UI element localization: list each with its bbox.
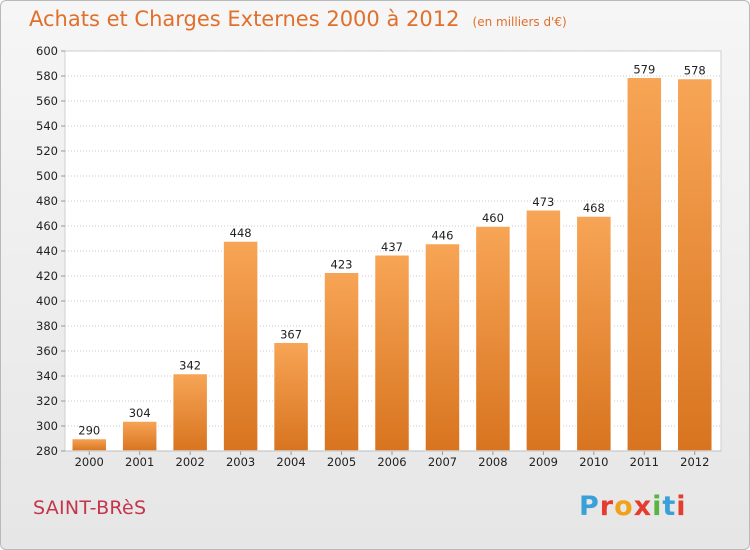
bar-2002 [171, 372, 209, 452]
x-tick-label: 2002 [176, 455, 205, 469]
logo-letter: t [662, 491, 677, 522]
data-label: 304 [129, 406, 151, 420]
commune-name: SAINT-BRèS [33, 497, 147, 519]
bar-2012 [676, 77, 714, 452]
proxiti-logo[interactable]: Proxiti [579, 491, 687, 522]
x-tick-label: 2000 [75, 455, 104, 469]
chart-unit: (en milliers d'€) [472, 15, 567, 29]
data-label: 423 [331, 257, 353, 271]
x-tick-label: 2011 [630, 455, 659, 469]
bar-2001 [121, 420, 158, 452]
bars [70, 76, 714, 452]
data-label: 446 [431, 229, 453, 243]
y-tick-label: 320 [36, 394, 58, 408]
x-tick-label: 2008 [478, 455, 507, 469]
y-axis-ticks: 280 300 320 340 360 380 400 420 440 460 480 500 520 5… [36, 44, 65, 458]
y-tick-label: 540 [36, 119, 58, 133]
data-label: 579 [633, 62, 655, 76]
y-tick-label: 560 [36, 94, 58, 108]
chart-title: Achats et Charges Externes 2000 à 2012 [29, 7, 460, 31]
y-tick-label: 460 [36, 219, 58, 233]
bar-2000 [70, 437, 108, 452]
y-tick-label: 500 [36, 169, 58, 183]
x-tick-label: 2009 [529, 455, 558, 469]
x-tick-label: 2012 [680, 455, 709, 469]
data-label: 437 [381, 240, 403, 254]
logo-letter: o [614, 491, 634, 522]
data-label: 468 [583, 201, 605, 215]
y-tick-label: 360 [36, 344, 58, 358]
x-tick-label: 2006 [377, 455, 406, 469]
data-label: 367 [280, 327, 302, 341]
y-tick-label: 580 [36, 69, 58, 83]
bar-2005 [323, 271, 360, 452]
logo-letter: i [676, 491, 687, 522]
x-tick-label: 2007 [428, 455, 457, 469]
x-tick-label: 2010 [579, 455, 608, 469]
logo-letter: P [579, 491, 600, 522]
x-tick-label: 2004 [276, 455, 305, 469]
y-tick-label: 440 [36, 244, 58, 258]
bar-2007 [424, 242, 461, 452]
data-label: 342 [179, 359, 201, 373]
data-label: 578 [684, 64, 706, 78]
bar-2009 [525, 209, 562, 452]
y-tick-label: 480 [36, 194, 58, 208]
title-row: Achats et Charges Externes 2000 à 2012 (… [29, 7, 567, 31]
logo-letter: r [599, 491, 615, 522]
y-tick-label: 280 [36, 444, 58, 458]
logo-letter: x [633, 491, 653, 522]
data-labels: 290 304 342 448 367 423 437 446 460 473 468 579 578 [78, 62, 705, 437]
bar-2010 [575, 215, 613, 452]
x-axis-ticks: 2000 2001 2002 2003 2004 2005 2006 2007 2008 2009… [75, 451, 709, 469]
bar-2004 [272, 341, 310, 452]
x-tick-label: 2003 [226, 455, 255, 469]
y-tick-label: 380 [36, 319, 58, 333]
y-tick-label: 420 [36, 269, 58, 283]
data-label: 448 [230, 226, 252, 240]
bar-2006 [373, 254, 411, 452]
y-tick-label: 400 [36, 294, 58, 308]
data-label: 460 [482, 211, 504, 225]
y-tick-label: 300 [36, 419, 58, 433]
bar-2008 [474, 225, 512, 452]
x-tick-label: 2005 [327, 455, 356, 469]
bar-2011 [626, 76, 663, 452]
y-tick-label: 340 [36, 369, 58, 383]
data-label: 290 [78, 424, 100, 438]
y-tick-label: 520 [36, 144, 58, 158]
logo-letter: i [652, 491, 663, 522]
bar-2003 [222, 240, 259, 452]
y-tick-label: 600 [36, 44, 58, 58]
data-label: 473 [532, 195, 554, 209]
x-tick-label: 2001 [125, 455, 154, 469]
